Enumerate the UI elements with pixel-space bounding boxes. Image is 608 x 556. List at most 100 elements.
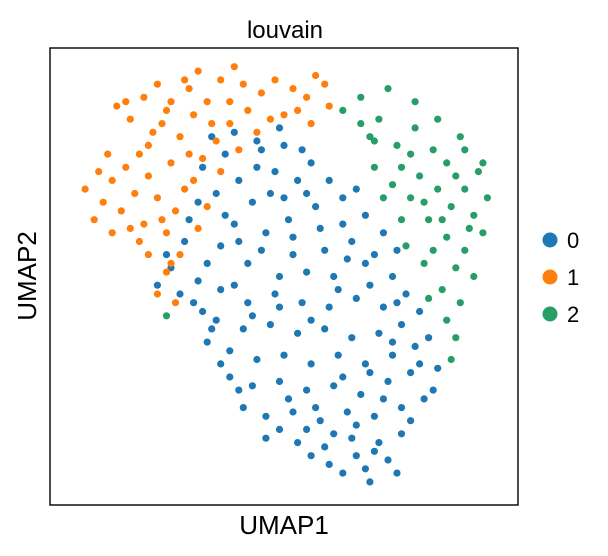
point-cluster-1 [81,185,89,193]
point-cluster-1 [244,106,252,114]
point-cluster-2 [357,120,365,128]
point-cluster-0 [266,189,274,198]
plot-frame [49,47,519,506]
point-cluster-1 [203,203,211,211]
point-cluster-0 [316,417,324,425]
point-cluster-1 [271,76,279,84]
point-cluster-1 [190,176,198,184]
point-cluster-0 [194,277,202,285]
point-cluster-0 [352,452,360,460]
point-cluster-0 [397,404,406,412]
points-layer [81,63,491,486]
point-cluster-1 [158,120,166,128]
legend-marker-1 [542,269,558,285]
point-cluster-0 [425,334,433,342]
point-cluster-0 [194,198,202,206]
point-cluster-1 [135,237,143,246]
point-cluster-0 [348,237,356,246]
point-cluster-0 [235,237,243,246]
point-cluster-0 [361,259,369,267]
legend: 0 1 2 [542,228,579,327]
point-cluster-0 [208,325,216,333]
point-cluster-2 [465,224,473,232]
point-cluster-2 [379,194,387,202]
point-cluster-1 [176,251,184,259]
point-cluster-0 [203,338,211,346]
point-cluster-2 [452,264,460,272]
point-cluster-0 [348,434,356,442]
point-cluster-1 [131,189,139,198]
point-cluster-2 [425,216,433,224]
point-cluster-2 [420,198,428,206]
point-cluster-2 [384,85,392,93]
point-cluster-0 [298,146,306,154]
point-cluster-0 [203,259,211,267]
point-cluster-1 [226,120,234,128]
point-cluster-1 [194,67,202,75]
point-cluster-0 [244,299,252,307]
point-cluster-0 [262,434,270,442]
point-cluster-1 [153,290,161,298]
point-cluster-1 [185,85,193,93]
point-cluster-1 [230,63,238,71]
point-cluster-1 [126,224,134,232]
point-cluster-2 [375,115,383,123]
point-cluster-1 [181,76,189,84]
point-cluster-0 [280,141,288,149]
point-cluster-0 [379,395,387,403]
point-cluster-0 [407,369,415,377]
point-cluster-0 [275,272,284,281]
point-cluster-0 [284,395,293,403]
point-cluster-0 [379,303,387,311]
point-cluster-1 [194,224,202,232]
point-cluster-0 [321,325,329,333]
point-cluster-0 [303,425,311,433]
point-cluster-1 [104,150,112,158]
point-cluster-0 [181,237,189,246]
point-cluster-0 [361,211,369,219]
point-cluster-0 [321,246,329,254]
point-cluster-0 [244,259,252,267]
point-cluster-0 [303,386,311,394]
point-cluster-0 [212,189,220,198]
point-cluster-1 [212,137,220,145]
point-cluster-1 [217,168,225,176]
point-cluster-2 [393,141,401,149]
point-cluster-0 [388,272,397,281]
point-cluster-1 [257,89,265,97]
point-cluster-0 [379,229,387,237]
point-cluster-1 [289,85,297,93]
point-cluster-0 [199,307,207,316]
point-cluster-0 [375,329,383,337]
point-cluster-0 [330,382,338,390]
point-cluster-0 [429,386,437,394]
point-cluster-1 [113,102,121,110]
point-cluster-0 [330,272,338,281]
point-cluster-0 [217,360,225,368]
point-cluster-2 [438,286,446,294]
point-cluster-1 [140,93,148,101]
point-cluster-0 [235,176,243,184]
point-cluster-0 [384,377,392,385]
point-cluster-0 [316,224,324,232]
point-cluster-0 [221,211,229,219]
point-cluster-0 [284,216,293,224]
point-cluster-2 [420,259,428,267]
point-cluster-2 [407,194,415,202]
point-cluster-0 [226,373,234,381]
point-cluster-0 [235,386,243,394]
point-cluster-2 [162,312,171,320]
point-cluster-0 [271,168,279,176]
point-cluster-2 [447,203,455,211]
point-cluster-2 [357,93,365,101]
point-cluster-0 [257,246,265,254]
point-cluster-1 [294,106,302,114]
point-cluster-2 [370,137,378,145]
point-cluster-0 [361,360,369,368]
point-cluster-1 [149,128,157,136]
point-cluster-0 [253,355,261,364]
point-cluster-0 [298,299,306,307]
point-cluster-0 [239,404,247,412]
point-cluster-0 [321,443,329,451]
